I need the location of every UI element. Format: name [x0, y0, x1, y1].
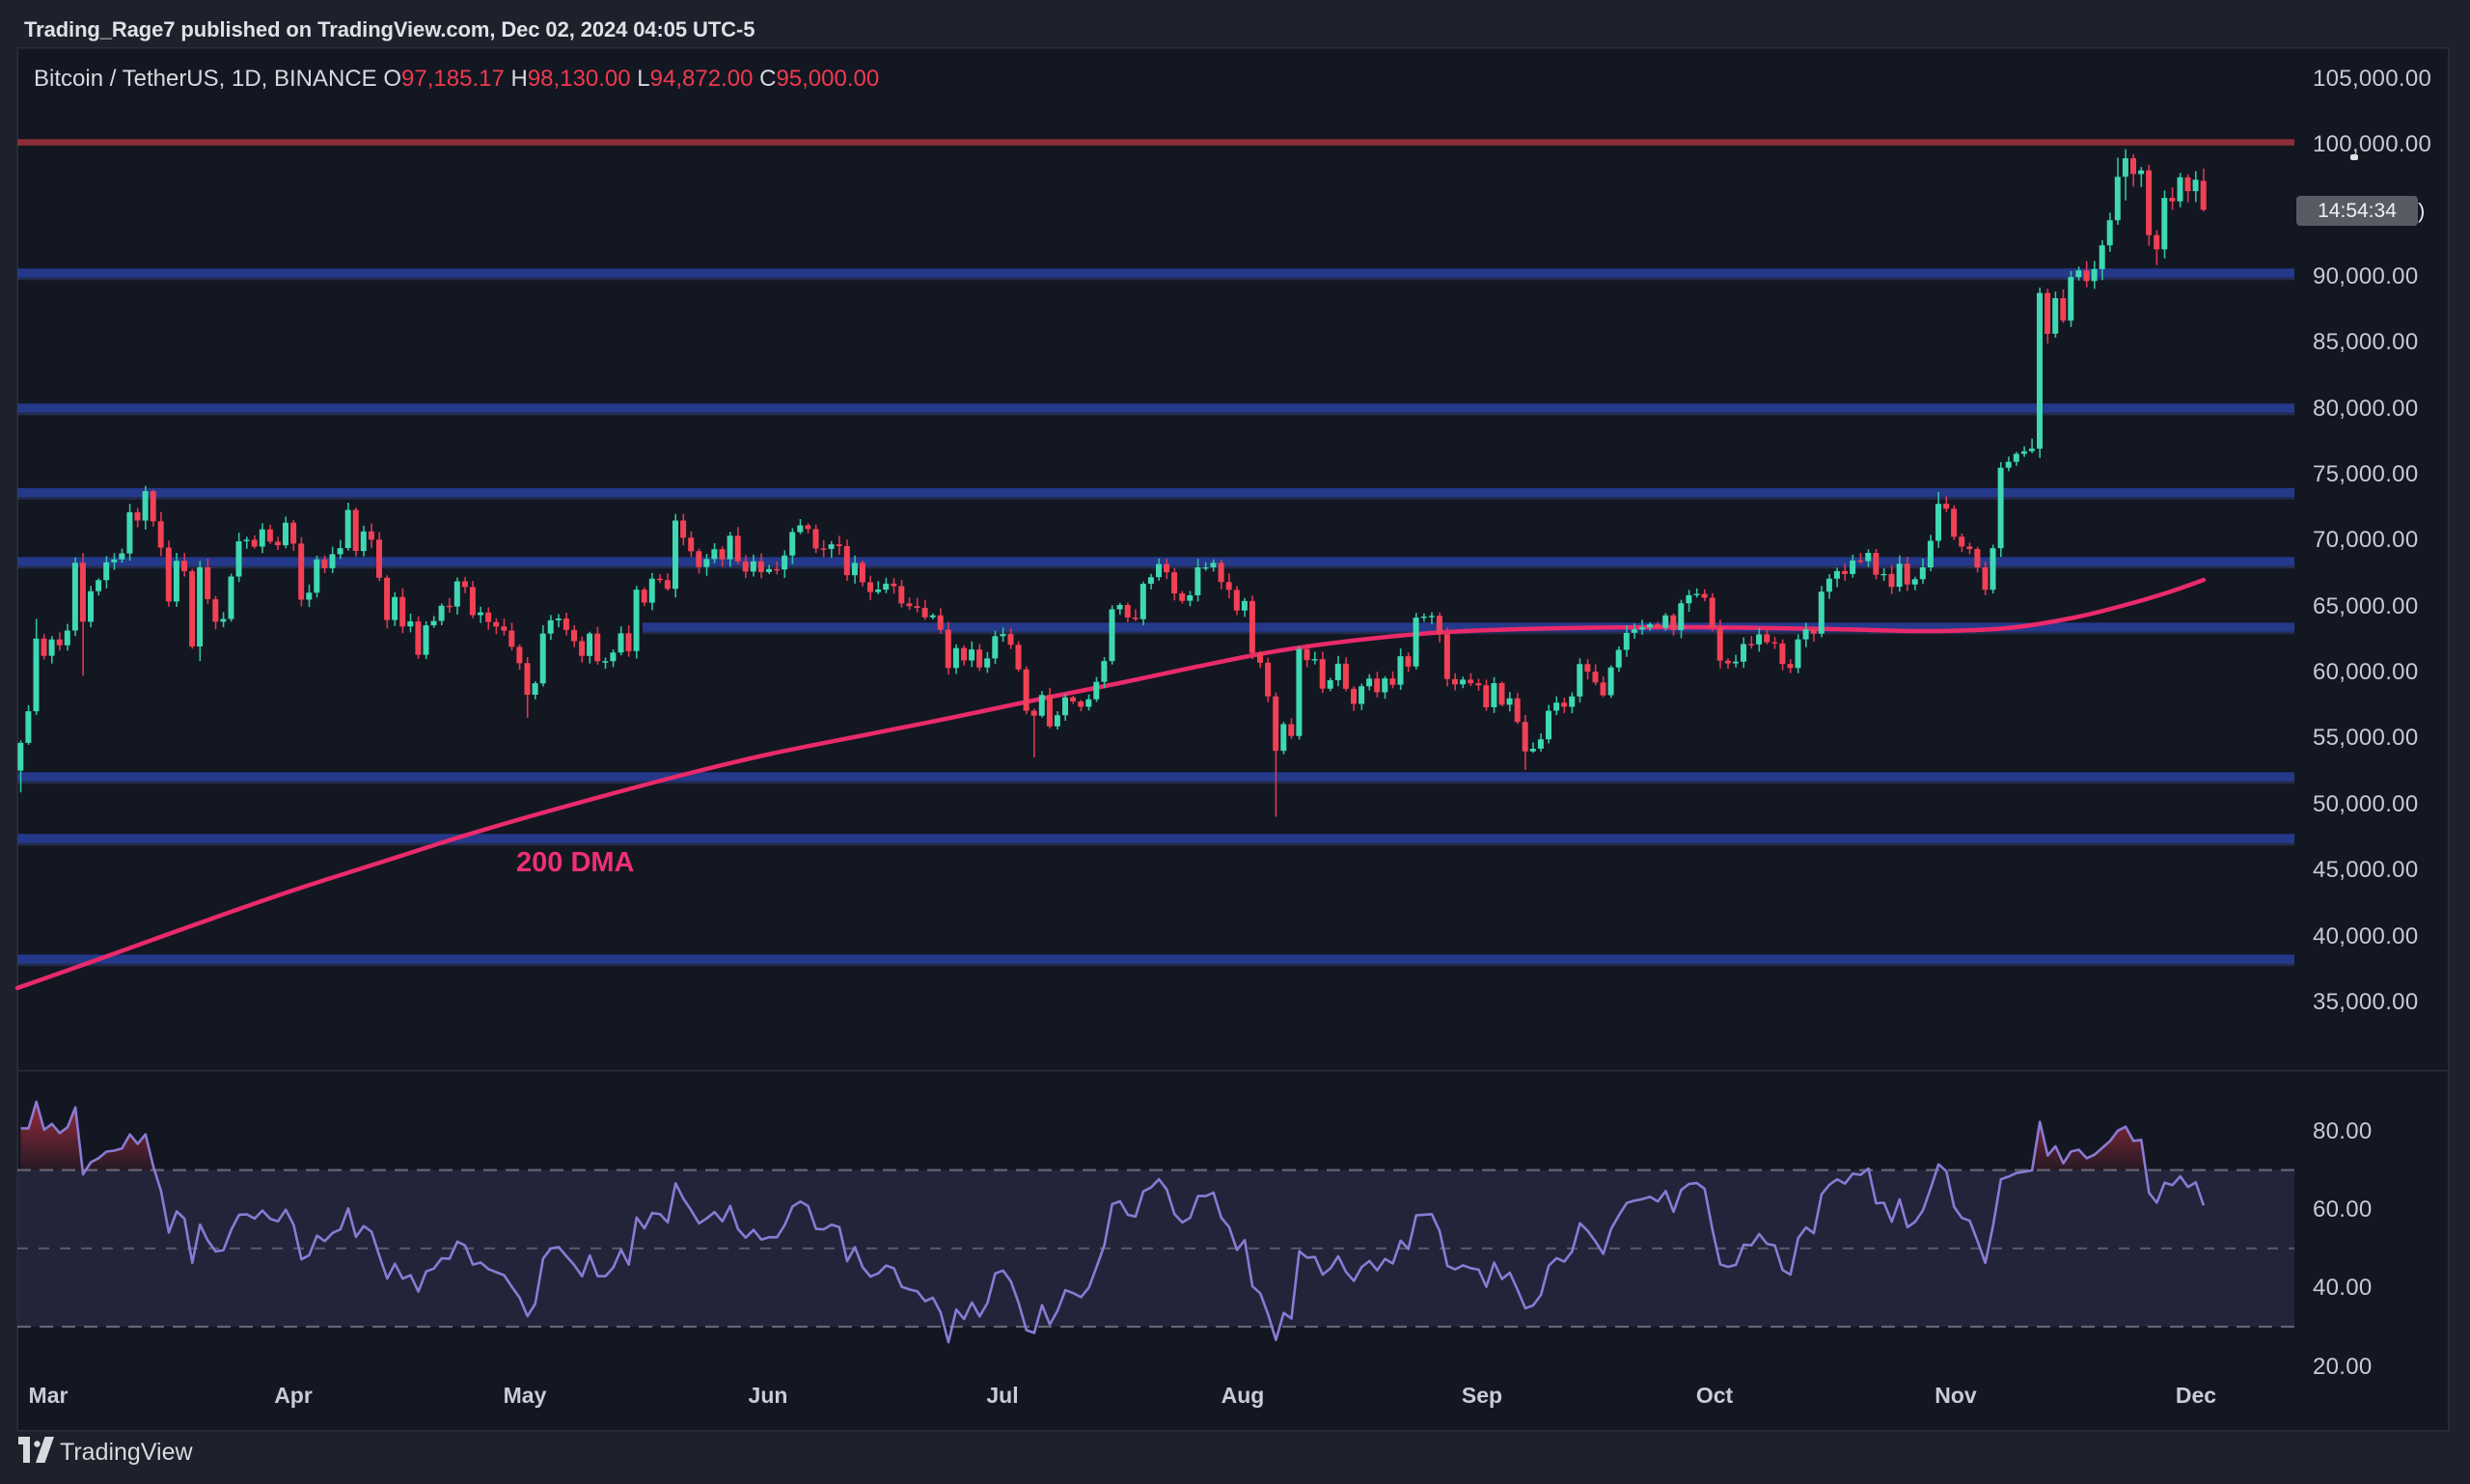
- svg-text:TradingView: TradingView: [60, 1439, 194, 1466]
- svg-text:200 DMA: 200 DMA: [516, 847, 635, 878]
- svg-text:Apr: Apr: [274, 1383, 313, 1408]
- svg-text:Dec: Dec: [2176, 1383, 2216, 1408]
- svg-text:50,000.00: 50,000.00: [2313, 791, 2418, 817]
- svg-text:105,000.00: 105,000.00: [2313, 66, 2431, 92]
- svg-text:Aug: Aug: [1221, 1383, 1265, 1408]
- svg-text:Bitcoin / TetherUS, 1D, BINANC: Bitcoin / TetherUS, 1D, BINANCE O97,185.…: [34, 66, 879, 92]
- svg-text:20.00: 20.00: [2313, 1354, 2373, 1380]
- svg-text:): ): [2418, 199, 2425, 223]
- svg-text:85,000.00: 85,000.00: [2313, 329, 2418, 355]
- svg-text:65,000.00: 65,000.00: [2313, 593, 2418, 619]
- svg-text:60,000.00: 60,000.00: [2313, 659, 2418, 685]
- svg-text:40.00: 40.00: [2313, 1275, 2373, 1301]
- svg-text:100,000.00: 100,000.00: [2313, 131, 2431, 157]
- svg-text:70,000.00: 70,000.00: [2313, 527, 2418, 553]
- svg-text:55,000.00: 55,000.00: [2313, 725, 2418, 751]
- svg-text:75,000.00: 75,000.00: [2313, 461, 2418, 487]
- svg-text:Oct: Oct: [1696, 1383, 1734, 1408]
- svg-text:90,000.00: 90,000.00: [2313, 263, 2418, 289]
- svg-text:35,000.00: 35,000.00: [2313, 989, 2418, 1015]
- svg-text:14:54:34: 14:54:34: [2318, 200, 2397, 222]
- svg-text:40,000.00: 40,000.00: [2313, 923, 2418, 949]
- svg-text:60.00: 60.00: [2313, 1196, 2373, 1223]
- svg-text:May: May: [504, 1383, 547, 1408]
- svg-text:45,000.00: 45,000.00: [2313, 857, 2418, 883]
- svg-text:Trading_Rage7 published on Tra: Trading_Rage7 published on TradingView.c…: [24, 17, 755, 41]
- svg-text:Nov: Nov: [1935, 1383, 1977, 1408]
- svg-text:Jun: Jun: [749, 1383, 788, 1408]
- svg-text:80.00: 80.00: [2313, 1118, 2373, 1144]
- svg-text:Mar: Mar: [29, 1383, 69, 1408]
- svg-text:80,000.00: 80,000.00: [2313, 396, 2418, 422]
- svg-text:Sep: Sep: [1462, 1383, 1502, 1408]
- svg-text:Jul: Jul: [986, 1383, 1018, 1408]
